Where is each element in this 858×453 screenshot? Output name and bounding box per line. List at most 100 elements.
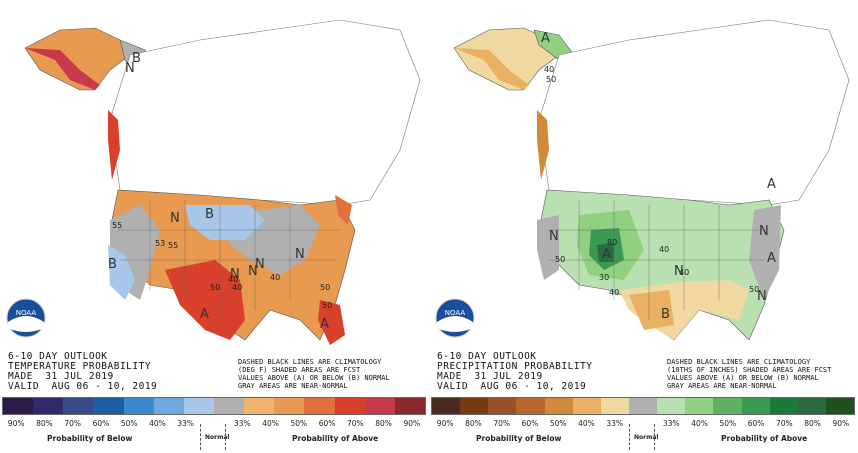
legend-tick-label: 90% [832, 419, 850, 428]
legend-swatch [394, 398, 425, 414]
legend-swatch [544, 398, 573, 414]
legend-tick-label: 50% [290, 419, 308, 428]
legend-swatch [460, 398, 489, 414]
contour-value-label: 50 [555, 255, 565, 264]
normal-label: Normal [634, 434, 659, 441]
map-category-label: N [757, 289, 767, 304]
map-category-label: N [255, 257, 265, 272]
legend-swatch [334, 398, 365, 414]
legend-swatch [516, 398, 545, 414]
contour-value-label: 30 [599, 273, 609, 282]
header-line-4: VALID AUG 06 - 10, 2019 [8, 381, 158, 392]
legend-tick-label: 80% [36, 419, 53, 428]
map-category-label: N [674, 264, 684, 279]
alaska-region [453, 27, 560, 91]
legend-tick-label: 80% [375, 419, 392, 428]
header-line-4: VALID AUG 06 - 10, 2019 [437, 381, 587, 392]
noaa-logo-text: NOAA [16, 309, 37, 317]
legend-swatch [63, 398, 94, 414]
header-line-3: MADE 31 JUL 2019 [8, 371, 114, 382]
probability-below-label: Probability of Below [476, 434, 562, 443]
state-lines [118, 200, 340, 320]
note-line-3: VALUES ABOVE (A) OR BELOW (B) NORMAL [667, 374, 819, 382]
legend-swatch [741, 398, 770, 414]
pacific-coast-area [537, 110, 549, 180]
legend-swatch [244, 398, 275, 414]
legend-tick-label: 40% [691, 419, 708, 428]
map-category-label: N [248, 264, 258, 279]
temperature-color-scale [2, 397, 426, 415]
legend-tick-label: 40% [578, 419, 595, 428]
canada-region [109, 19, 421, 206]
legend-swatch [274, 398, 305, 414]
central-wettest-area [597, 243, 614, 262]
legend-swatch [685, 398, 714, 414]
alaska-region [24, 27, 131, 91]
header-line-3: MADE 31 JUL 2019 [437, 371, 543, 382]
legend-tick-label: 70% [64, 419, 81, 428]
legend-tick-label: 50% [719, 419, 737, 428]
legend-swatch [33, 398, 64, 414]
legend-tick-label: 33% [662, 419, 680, 428]
map-category-label: N [549, 229, 559, 244]
temperature-outlook-panel: N B B N B N N A N N A 55 53 55 50 40 40 40 50 50 NOAA 6-10 … [2, 19, 426, 450]
legend-swatch [797, 398, 826, 414]
legend-tick-label: 33% [606, 419, 624, 428]
note-line-2: (10THS OF INCHES) SHADED AREAS ARE FCST [667, 366, 832, 374]
legend-tick-label: 60% [747, 419, 765, 428]
legend-tick-label: 90% [436, 419, 454, 428]
note-line-1: DASHED BLACK LINES ARE CLIMATOLOGY [238, 358, 382, 366]
legend-swatch [364, 398, 395, 414]
legend-tick-label: 40% [262, 419, 279, 428]
contour-value-label: 55 [112, 221, 122, 230]
alaska-high-area [25, 48, 100, 90]
header-line-2: TEMPERATURE PROBABILITY [8, 361, 152, 372]
contour-value-label: 40 [609, 288, 619, 297]
map-category-label: A [602, 247, 611, 262]
noaa-logo: NOAA [435, 298, 475, 338]
legend-divider-right [225, 424, 226, 450]
contour-value-label: 55 [168, 241, 178, 250]
note-line-2: (DEG F) SHADED AREAS ARE FCST [238, 366, 361, 374]
contour-value-label: 50 [322, 301, 332, 310]
header-line-1: 6-10 DAY OUTLOOK [8, 351, 108, 362]
legend-tick-label: 90% [403, 419, 421, 428]
legend-divider-left [629, 424, 630, 450]
precipitation-legend: 90% 80% 70% 60% 50% 40% 33% 33% 40% 50% 60% 70% 80% 9… [431, 397, 855, 448]
legend-tick-label: 70% [775, 419, 793, 428]
normal-label: Normal [205, 434, 230, 441]
florida-above-area [318, 300, 345, 345]
northeast-above-area [335, 195, 352, 225]
legend-swatch [432, 398, 461, 414]
legend-tick-label: 60% [318, 419, 336, 428]
legend-tick-label: 70% [346, 419, 364, 428]
contour-value-label: 40 [232, 283, 242, 292]
legend-swatch [769, 398, 798, 414]
legend-swatch [657, 398, 686, 414]
map-category-label: B [205, 207, 214, 222]
pacific-coast-area [108, 110, 120, 180]
map-category-label: B [661, 307, 670, 322]
precipitation-color-scale [431, 397, 855, 415]
map-category-label: B [108, 257, 117, 272]
probability-above-label: Probability of Above [721, 434, 808, 443]
legend-swatch [93, 398, 124, 414]
legend-swatch [183, 398, 214, 414]
legend-tick-label: 50% [549, 419, 567, 428]
legend-swatch [153, 398, 184, 414]
legend-swatch [123, 398, 154, 414]
east-normal-area [749, 205, 781, 300]
temperature-note: DASHED BLACK LINES ARE CLIMATOLOGY (DEG F… [238, 358, 390, 390]
contour-value-label: 40 [228, 275, 238, 284]
note-line-1: DASHED BLACK LINES ARE CLIMATOLOGY [667, 358, 811, 366]
header-line-2: PRECIPITATION PROBABILITY [437, 361, 593, 372]
map-category-label: B [132, 51, 141, 66]
probability-below-label: Probability of Below [47, 434, 133, 443]
contour-value-label: 53 [155, 239, 165, 248]
map-category-label: N [230, 267, 240, 282]
contour-value-label: 80 [607, 238, 617, 247]
state-lines [547, 200, 769, 320]
legend-tick-label: 80% [804, 419, 821, 428]
map-category-label: N [125, 61, 135, 76]
